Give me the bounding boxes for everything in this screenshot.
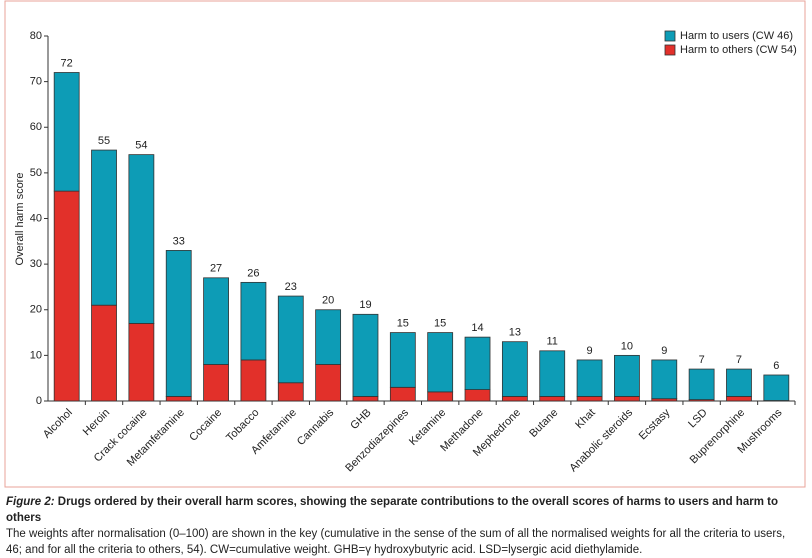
y-tick-label: 10 bbox=[30, 349, 42, 361]
x-tick-label: Butane bbox=[527, 407, 560, 440]
bar-segment bbox=[166, 396, 191, 401]
bar-segment bbox=[204, 278, 229, 365]
bar-segment bbox=[92, 305, 117, 401]
y-axis-label: Overall harm score bbox=[14, 173, 26, 266]
bar-segment bbox=[390, 387, 415, 401]
bar-segment bbox=[390, 333, 415, 388]
total-label: 33 bbox=[173, 235, 185, 247]
bar-segment bbox=[502, 396, 527, 401]
x-tick-label: Alcohol bbox=[41, 407, 75, 441]
total-label: 54 bbox=[135, 140, 147, 152]
bar-segment bbox=[204, 365, 229, 402]
bar-segment bbox=[577, 360, 602, 397]
bar-segment bbox=[316, 310, 341, 365]
legend-label: Harm to users (CW 46) bbox=[680, 30, 793, 42]
bar-segment bbox=[726, 369, 751, 396]
legend-swatch bbox=[665, 45, 675, 55]
total-label: 26 bbox=[247, 267, 259, 279]
x-tick-label: Cocaine bbox=[187, 407, 224, 444]
x-tick-label: Ecstasy bbox=[637, 406, 673, 442]
total-label: 9 bbox=[661, 345, 667, 357]
bar-segment bbox=[652, 360, 677, 399]
bar-segment bbox=[689, 369, 714, 400]
bar-segment bbox=[764, 375, 789, 401]
total-label: 9 bbox=[587, 345, 593, 357]
bar-segment bbox=[166, 250, 191, 396]
x-tick-label: LSD bbox=[686, 407, 710, 431]
bar-segment bbox=[428, 392, 453, 401]
total-label: 13 bbox=[509, 327, 521, 339]
y-tick-label: 70 bbox=[30, 76, 42, 88]
bar-segment bbox=[726, 396, 751, 401]
bar-segment bbox=[241, 360, 266, 401]
total-label: 10 bbox=[621, 340, 633, 352]
bar-segment bbox=[54, 73, 79, 192]
total-label: 6 bbox=[773, 360, 779, 372]
bar-segment bbox=[540, 351, 565, 397]
bar-segment bbox=[241, 282, 266, 360]
total-label: 19 bbox=[359, 299, 371, 311]
bar-segment bbox=[577, 396, 602, 401]
bar-segment bbox=[316, 365, 341, 402]
x-tick-label: GHB bbox=[348, 407, 373, 432]
x-tick-label: Benzodiazepines bbox=[343, 406, 411, 474]
legend-swatch bbox=[665, 31, 675, 41]
total-label: 15 bbox=[397, 317, 409, 329]
y-tick-label: 0 bbox=[36, 395, 42, 407]
bar-segment bbox=[353, 396, 378, 401]
bar-segment bbox=[614, 355, 639, 396]
x-tick-label: Heroin bbox=[81, 407, 112, 438]
caption-text: The weights after normalisation (0–100) … bbox=[6, 528, 785, 556]
x-tick-label: Khat bbox=[573, 407, 597, 431]
total-label: 7 bbox=[736, 354, 742, 366]
bar-segment bbox=[465, 390, 490, 401]
bar-segment bbox=[278, 383, 303, 401]
x-tick-label: Anabolic steroids bbox=[567, 406, 635, 474]
total-label: 15 bbox=[434, 317, 446, 329]
bar-segment bbox=[278, 296, 303, 383]
total-label: 23 bbox=[285, 281, 297, 293]
bar-segment bbox=[465, 337, 490, 389]
chart: Overall harm score 0 10 20 30 40 50 60 70 80 72 Al… bbox=[0, 0, 812, 490]
total-label: 55 bbox=[98, 135, 110, 147]
y-tick-label: 40 bbox=[30, 212, 42, 224]
y-tick-label: 60 bbox=[30, 121, 42, 133]
legend-label: Harm to others (CW 54) bbox=[680, 44, 797, 56]
bar-segment bbox=[502, 342, 527, 397]
bar-segment bbox=[54, 191, 79, 401]
y-tick-label: 80 bbox=[30, 30, 42, 42]
y-tick-label: 20 bbox=[30, 304, 42, 316]
total-label: 27 bbox=[210, 263, 222, 275]
bar-segment bbox=[129, 155, 154, 324]
bar-segment bbox=[129, 323, 154, 401]
total-label: 72 bbox=[61, 57, 73, 69]
y-tick-label: 50 bbox=[30, 167, 42, 179]
total-label: 11 bbox=[547, 336, 558, 348]
total-label: 7 bbox=[699, 354, 705, 366]
bar-segment bbox=[92, 150, 117, 305]
bar-segment bbox=[540, 396, 565, 401]
total-label: 14 bbox=[471, 322, 483, 334]
bar-segment bbox=[428, 333, 453, 392]
caption: Figure 2: Drugs ordered by their overall… bbox=[6, 494, 804, 558]
x-tick-label: Tobacco bbox=[224, 407, 261, 444]
bar-segment bbox=[353, 314, 378, 396]
caption-title: Drugs ordered by their overall harm scor… bbox=[6, 496, 778, 524]
bar-segment bbox=[614, 396, 639, 401]
caption-label: Figure 2: bbox=[6, 496, 55, 508]
x-tick-label: Cannabis bbox=[295, 406, 337, 448]
y-tick-label: 30 bbox=[30, 258, 42, 270]
total-label: 20 bbox=[322, 295, 334, 307]
